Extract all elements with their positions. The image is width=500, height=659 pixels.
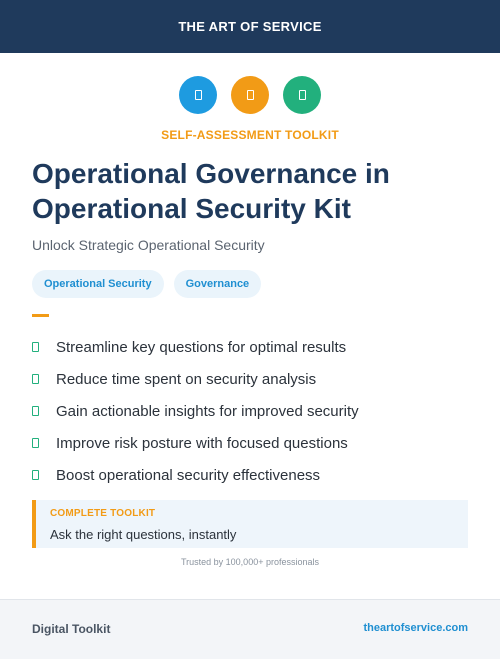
list-item: Reduce time spent on security analysis: [32, 363, 359, 395]
blue-document-icon: [179, 76, 217, 114]
callout-label: COMPLETE TOOLKIT: [50, 508, 156, 519]
list-item: Boost operational security effectiveness: [32, 459, 359, 491]
list-item-text: Gain actionable insights for improved se…: [56, 402, 359, 420]
accent-divider: [32, 314, 49, 317]
eyebrow-label: SELF-ASSESSMENT TOOLKIT: [161, 128, 339, 142]
check-icon: [32, 438, 39, 448]
trust-statement: Trusted by 100,000+ professionals: [180, 557, 319, 567]
document-icon: [246, 90, 254, 100]
orange-document-icon: [231, 76, 269, 114]
callout-text: Ask the right questions, instantly: [50, 527, 237, 542]
check-icon: [32, 470, 39, 480]
benefit-list: Streamline key questions for optimal res…: [32, 331, 359, 491]
document-icon: [194, 90, 202, 100]
list-item: Streamline key questions for optimal res…: [32, 331, 359, 363]
document-icon: [298, 90, 306, 100]
check-icon: [32, 342, 39, 352]
tag-list: Operational Security Governance: [32, 270, 262, 298]
tag-governance[interactable]: Governance: [173, 270, 262, 298]
top-banner: THE ART OF SERVICE: [0, 0, 500, 53]
list-item: Improve risk posture with focused questi…: [32, 427, 359, 459]
subtitle: Unlock Strategic Operational Security: [32, 237, 265, 253]
green-document-icon: [283, 76, 321, 114]
footer-product-type: Digital Toolkit: [32, 622, 111, 636]
list-item-text: Streamline key questions for optimal res…: [56, 338, 347, 356]
list-item-text: Reduce time spent on security analysis: [56, 370, 317, 388]
tag-operational-security[interactable]: Operational Security: [32, 270, 164, 298]
list-item: Gain actionable insights for improved se…: [32, 395, 359, 427]
list-item-text: Improve risk posture with focused questi…: [56, 434, 348, 452]
page-title: Operational Governance in Operational Se…: [32, 158, 390, 224]
footer-website-link[interactable]: theartofservice.com: [363, 622, 468, 634]
check-icon: [32, 406, 39, 416]
list-item-text: Boost operational security effectiveness: [56, 466, 321, 484]
icon-row: [0, 76, 500, 114]
footer: Digital Toolkit theartofservice.com: [0, 599, 500, 659]
toolkit-callout: COMPLETE TOOLKIT Ask the right questions…: [32, 500, 468, 548]
check-icon: [32, 374, 39, 384]
brand-name: THE ART OF SERVICE: [178, 19, 322, 34]
